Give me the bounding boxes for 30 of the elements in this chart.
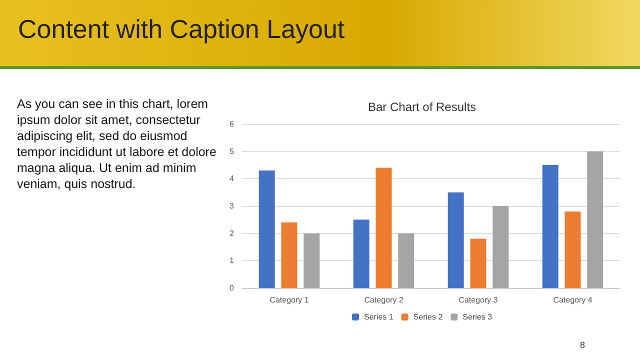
x-tick-label: Category 1 (270, 296, 310, 304)
text: Content with Caption Layout (18, 14, 345, 45)
bar (448, 192, 464, 288)
bar (492, 206, 509, 288)
y-tick-label: 5 (230, 146, 235, 156)
text: 8 (580, 340, 586, 350)
x-tick-label: Category 2 (364, 296, 404, 304)
bar (564, 211, 581, 288)
x-tick-label: Category 3 (458, 296, 498, 304)
y-tick-label: 4 (230, 174, 235, 184)
bar (587, 151, 604, 288)
bar (304, 233, 320, 288)
legend-label: Series 3 (462, 312, 493, 322)
y-tick-label: 0 (230, 284, 235, 292)
bar (281, 222, 298, 288)
y-tick-label: 6 (230, 120, 235, 128)
x-tick-label: Category 4 (553, 296, 593, 304)
legend-label: Series 2 (413, 312, 444, 322)
bar (542, 165, 558, 288)
y-tick-label: 1 (230, 256, 235, 266)
legend-label: Series 1 (364, 312, 394, 322)
text: As you can see in this chart, lorem ipsum dolor sit amet, consectetur adipiscing elit, sed do eiusmod tempor incididunt ut labore et dolore magna aliqua. Ut enim ad minim veniam, quis nostrud. (17, 96, 217, 192)
y-tick-label: 2 (230, 228, 235, 238)
bar (470, 238, 486, 288)
bar (376, 168, 392, 288)
y-tick-label: 3 (230, 202, 235, 210)
bar (258, 170, 275, 288)
bar (398, 233, 414, 288)
bar (353, 220, 370, 288)
chart-title: Bar Chart of Results (368, 100, 476, 114)
